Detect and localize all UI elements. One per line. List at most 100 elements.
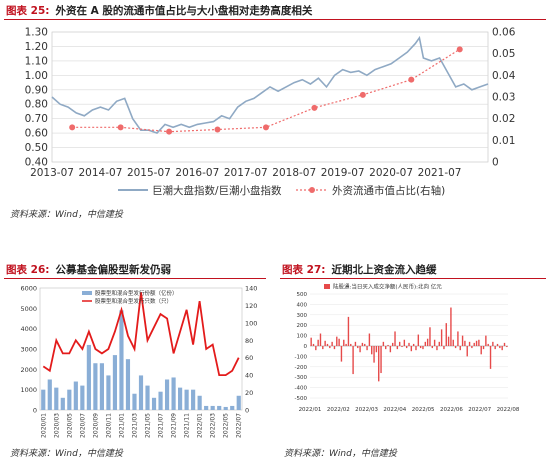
y-left-tick: 3000 xyxy=(20,346,37,354)
bar-northbound-flow xyxy=(354,341,357,346)
bar-issue-shares xyxy=(54,387,59,410)
bar-northbound-flow xyxy=(506,346,508,348)
x-tick: 2020/09 xyxy=(92,413,99,438)
series-ratio-line xyxy=(51,35,489,135)
bar-northbound-flow xyxy=(326,343,329,346)
bar-northbound-flow xyxy=(433,339,436,346)
fig26-chart: 0 1000 2000 3000 4000 5000 6000 0 20 40 60 80 100 120… xyxy=(20,285,257,438)
legend-label-shares: 股票型和混合型发行份额（亿份） xyxy=(95,289,178,297)
x-tick: 2022/05 xyxy=(412,407,435,413)
y-tick: 500 xyxy=(297,292,308,298)
y-right-tick: 0 xyxy=(492,157,499,169)
bar-northbound-flow xyxy=(403,339,406,346)
bar-northbound-flow xyxy=(359,346,361,353)
series-foreign-share-point xyxy=(117,124,124,131)
fig25-title-rule xyxy=(4,19,546,20)
y-left-tick: 1.30 xyxy=(25,27,48,39)
x-tick: 2014-07 xyxy=(79,167,123,179)
bar-issue-shares xyxy=(99,363,104,410)
bar-northbound-flow xyxy=(443,346,445,350)
x-tick: 2021/11 xyxy=(184,413,191,438)
x-tick: 2022/02 xyxy=(327,407,350,413)
bar-northbound-flow xyxy=(478,339,480,346)
bar-northbound-flow xyxy=(366,346,368,351)
y-left-tick: 0.60 xyxy=(25,128,48,140)
fig27-title-rule xyxy=(280,278,546,279)
y-left-tick: 1000 xyxy=(20,386,37,394)
bar-northbound-flow xyxy=(405,346,408,349)
x-tick: 2021-07 xyxy=(418,167,462,179)
x-tick: 2022/07 xyxy=(468,407,491,413)
x-tick: 2020/05 xyxy=(66,413,73,438)
x-tick: 2021/09 xyxy=(171,413,178,438)
x-tick: 2016-07 xyxy=(175,167,219,179)
bar-issue-shares xyxy=(171,377,176,410)
bar-issue-shares xyxy=(47,379,52,410)
y-tick: -500 xyxy=(295,396,308,402)
legend-swatch-northbound xyxy=(324,284,330,289)
y-left-tick: 1.00 xyxy=(25,70,48,82)
bar-issue-shares xyxy=(86,344,91,410)
x-tick: 2022/06 xyxy=(440,407,463,413)
x-tick: 2020/01 xyxy=(40,413,47,438)
bar-northbound-flow xyxy=(391,342,394,346)
bar-northbound-flow xyxy=(357,346,359,349)
fig25-number: 图表 25: xyxy=(6,5,50,17)
y-left-tick: 0.40 xyxy=(25,157,48,169)
fig26-title-text: 公募基金偏股型新发仍弱 xyxy=(55,264,171,276)
bar-northbound-flow xyxy=(389,346,392,353)
bar-northbound-flow xyxy=(419,346,422,349)
legend-swatch-shares xyxy=(82,291,92,295)
bar-issue-shares xyxy=(151,397,157,410)
series-issue-count-line xyxy=(42,292,240,376)
y-right-tick: 80 xyxy=(245,337,253,345)
y-right-tick: 0.02 xyxy=(492,113,515,125)
bar-northbound-flow xyxy=(317,339,319,346)
series-foreign-share-point xyxy=(408,76,415,83)
fig27-source: 资料来源：Wind，中信建投 xyxy=(284,449,397,459)
fig27-chart: -500 -400 -300 -200 -100 0 100 200 300 400 500 2022… xyxy=(295,283,520,414)
bar-issue-shares xyxy=(178,387,183,410)
bar-northbound-flow xyxy=(340,346,343,362)
y-tick: 200 xyxy=(297,323,308,329)
bar-northbound-flow xyxy=(352,346,354,375)
bar-issue-shares xyxy=(112,355,118,410)
bar-northbound-flow xyxy=(468,341,471,346)
x-tick: 2019-07 xyxy=(321,167,365,179)
x-tick: 2020-07 xyxy=(369,167,413,179)
bar-northbound-flow xyxy=(501,346,503,351)
bar-northbound-flow xyxy=(368,333,371,346)
y-left-tick: 1.20 xyxy=(25,41,48,53)
bar-northbound-flow xyxy=(480,346,482,355)
x-tick: 2020/03 xyxy=(53,413,60,438)
bar-issue-shares xyxy=(217,405,222,410)
bar-northbound-flow xyxy=(380,346,382,374)
bar-issue-shares xyxy=(145,385,150,410)
bar-northbound-flow xyxy=(375,346,378,353)
bar-issue-shares xyxy=(138,375,144,410)
bar-issue-shares xyxy=(132,393,137,410)
bar-northbound-flow xyxy=(499,346,501,349)
bar-northbound-flow xyxy=(329,346,331,349)
y-tick: -400 xyxy=(295,386,308,392)
bar-issue-shares xyxy=(236,395,241,410)
x-tick: 2021/01 xyxy=(118,413,125,438)
bar-northbound-flow xyxy=(371,346,373,355)
y-right-tick: 60 xyxy=(245,354,253,362)
y-left-tick: 0.70 xyxy=(25,113,48,125)
bar-northbound-flow xyxy=(394,331,396,346)
y-right-tick: 20 xyxy=(245,389,253,397)
bar-northbound-flow xyxy=(410,346,413,352)
bar-northbound-flow xyxy=(436,346,438,351)
bar-issue-shares xyxy=(210,405,215,410)
bar-northbound-flow xyxy=(412,343,415,346)
bar-issue-shares xyxy=(164,379,170,410)
bar-northbound-flow xyxy=(475,340,478,346)
x-tick: 2022/03 xyxy=(355,407,378,413)
fig25-title: 图表 25: 外资在 A 股的流通市值占比与大小盘相对走势高度相关 xyxy=(6,3,312,18)
bar-northbound-flow xyxy=(310,337,312,346)
y-tick: -300 xyxy=(295,375,308,381)
x-tick: 2022/07 xyxy=(236,413,243,438)
series-foreign-share-point xyxy=(262,124,269,131)
bar-issue-shares xyxy=(230,405,235,410)
